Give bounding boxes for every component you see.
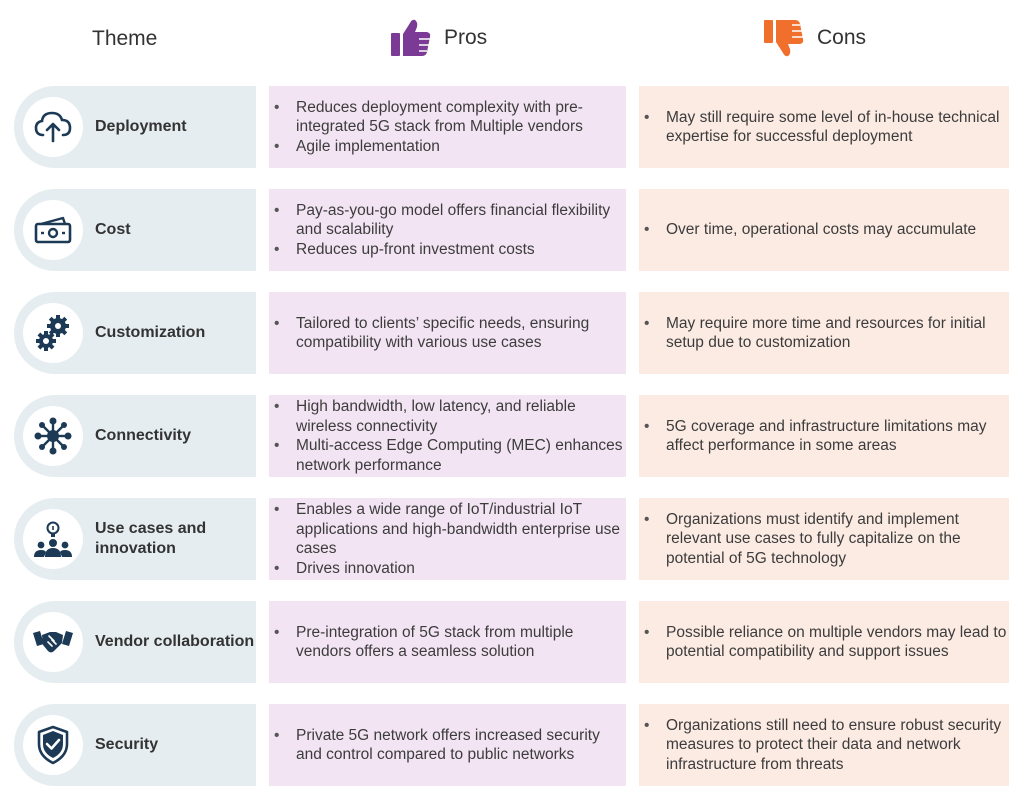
pros-item: Private 5G network offers increased secu… [274,726,626,765]
cons-cell: Organizations still need to ensure robus… [639,704,1009,786]
theme-label: Connectivity [95,427,192,444]
pros-cell: Enables a wide range of IoT/industrial I… [269,498,626,580]
pros-list: Pay-as-you-go model offers financial fle… [269,201,626,260]
theme-cell: Security [14,704,256,786]
row-vendor-collaboration: Vendor collaboration Pre-integration of … [0,601,1024,683]
cons-cell: May still require some level of in-house… [639,86,1009,168]
pros-cell: Private 5G network offers increased secu… [269,704,626,786]
pros-list: Enables a wide range of IoT/industrial I… [269,500,626,578]
pros-list: Tailored to clients’ specific needs, ens… [269,314,626,353]
pros-item: Reduces up-front investment costs [274,240,626,260]
pros-cell: High bandwidth, low latency, and reliabl… [269,395,626,477]
theme-label: Deployment [95,118,187,135]
cons-list: Possible reliance on multiple vendors ma… [639,623,1009,662]
cons-column-header: Cons [763,16,866,60]
cons-cell: Possible reliance on multiple vendors ma… [639,601,1009,683]
gears-icon [23,303,83,363]
idea-team-icon [23,509,83,569]
cons-item: May still require some level of in-house… [644,108,1009,147]
cons-cell: Organizations must identify and implemen… [639,498,1009,580]
pros-item: Reduces deployment complexity with pre-i… [274,98,626,137]
pros-cell: Tailored to clients’ specific needs, ens… [269,292,626,374]
pros-item: Enables a wide range of IoT/industrial I… [274,500,626,559]
pros-item: Multi-access Edge Computing (MEC) enhanc… [274,436,626,475]
cons-header-label: Cons [817,26,867,49]
pros-cell: Pre-integration of 5G stack from multipl… [269,601,626,683]
network-hub-icon [23,406,83,466]
pros-item: Pre-integration of 5G stack from multipl… [274,623,626,662]
thumbs-up-icon [390,18,432,58]
theme-cell: Connectivity [14,395,256,477]
pros-item: Agile implementation [274,137,626,157]
cons-list: May still require some level of in-house… [639,108,1009,147]
theme-label: Customization [95,324,206,341]
pros-list: Pre-integration of 5G stack from multipl… [269,623,626,662]
pros-list: Private 5G network offers increased secu… [269,726,626,765]
cons-item: 5G coverage and infrastructure limitatio… [644,417,1009,456]
pros-item: Tailored to clients’ specific needs, ens… [274,314,626,353]
pros-item: Pay-as-you-go model offers financial fle… [274,201,626,240]
cons-item: May require more time and resources for … [644,314,1009,353]
cons-item: Organizations still need to ensure robus… [644,716,1009,775]
cons-list: Over time, operational costs may accumul… [639,220,976,240]
theme-column-header: Theme [92,27,158,50]
theme-cell: Cost [14,189,256,271]
row-deployment: Deployment Reduces deployment complexity… [0,86,1024,168]
theme-label: Vendor collaboration [95,633,255,650]
cons-list: Organizations still need to ensure robus… [639,716,1009,775]
cloud-upload-icon [23,97,83,157]
pros-column-header: Pros [390,16,487,60]
shield-check-icon [23,715,83,775]
pros-list: High bandwidth, low latency, and reliabl… [269,397,626,475]
pros-cell: Pay-as-you-go model offers financial fle… [269,189,626,271]
row-security: Security Private 5G network offers incre… [0,704,1024,786]
thumbs-down-icon [763,18,805,58]
theme-label: Cost [95,221,131,238]
cons-item: Possible reliance on multiple vendors ma… [644,623,1009,662]
theme-cell: Deployment [14,86,256,168]
pros-cell: Reduces deployment complexity with pre-i… [269,86,626,168]
pros-header-label: Pros [444,26,488,49]
theme-label: Security [95,736,159,753]
cons-item: Organizations must identify and implemen… [644,510,1009,569]
cash-icon [23,200,83,260]
cons-item: Over time, operational costs may accumul… [644,220,976,240]
row-customization: Customization Tailored to clients’ speci… [0,292,1024,374]
pros-item: High bandwidth, low latency, and reliabl… [274,397,626,436]
handshake-icon [23,612,83,672]
cons-cell: 5G coverage and infrastructure limitatio… [639,395,1009,477]
pros-list: Reduces deployment complexity with pre-i… [269,98,626,157]
cons-list: 5G coverage and infrastructure limitatio… [639,417,1009,456]
row-connectivity: Connectivity High bandwidth, low latency… [0,395,1024,477]
theme-cell: Use cases and innovation [14,498,256,580]
pros-item: Drives innovation [274,559,626,579]
row-cost: Cost Pay-as-you-go model offers financia… [0,189,1024,271]
cons-cell: Over time, operational costs may accumul… [639,189,1009,271]
table-header: Theme Pros Cons [0,0,1024,80]
cons-list: Organizations must identify and implemen… [639,510,1009,569]
cons-cell: May require more time and resources for … [639,292,1009,374]
cons-list: May require more time and resources for … [639,314,1009,353]
theme-cell: Vendor collaboration [14,601,256,683]
row-use-cases-innovation: Use cases and innovation Enables a wide … [0,498,1024,580]
theme-label: Use cases and innovation [95,520,207,557]
theme-cell: Customization [14,292,256,374]
